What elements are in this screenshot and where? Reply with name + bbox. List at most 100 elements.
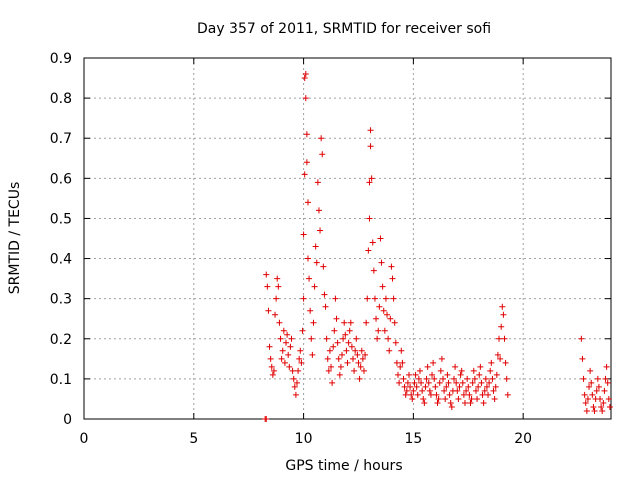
data-point [329, 379, 336, 386]
data-point [306, 275, 313, 282]
data-point [413, 383, 420, 390]
data-series-srmtid [262, 71, 613, 422]
data-point [263, 271, 270, 278]
data-point [456, 383, 463, 390]
data-point [469, 379, 476, 386]
data-point [303, 159, 310, 166]
data-point [604, 379, 611, 386]
data-point [267, 355, 274, 362]
data-point [581, 391, 588, 398]
data-point [503, 375, 510, 382]
data-point [504, 391, 511, 398]
data-point [588, 379, 595, 386]
data-point [448, 403, 455, 410]
data-point [272, 311, 279, 318]
data-point [480, 399, 487, 406]
data-point [605, 395, 612, 402]
data-point [357, 363, 364, 370]
data-point [359, 355, 366, 362]
data-point [457, 371, 464, 378]
data-point [331, 327, 338, 334]
y-tick-label: 0.1 [50, 372, 72, 388]
data-point [367, 143, 374, 150]
data-point [471, 375, 478, 382]
data-point [432, 383, 439, 390]
data-point [366, 179, 373, 186]
data-point [491, 395, 498, 402]
data-point [396, 379, 403, 386]
data-point [295, 367, 302, 374]
data-point [425, 379, 432, 386]
data-point [309, 351, 316, 358]
data-point [335, 355, 342, 362]
data-point [405, 371, 412, 378]
data-point [300, 231, 307, 238]
data-point [411, 379, 418, 386]
data-point [339, 351, 346, 358]
data-point [586, 383, 593, 390]
data-point [324, 355, 331, 362]
data-point [590, 403, 597, 410]
y-tick-label: 0.9 [50, 51, 72, 67]
data-point [475, 383, 482, 390]
data-point [368, 175, 375, 182]
data-point [320, 263, 327, 270]
data-point [476, 371, 483, 378]
data-point [360, 367, 367, 374]
data-point [333, 315, 340, 322]
data-point [287, 343, 294, 350]
data-point [580, 375, 587, 382]
data-point [485, 391, 492, 398]
data-point [311, 283, 318, 290]
data-point [474, 395, 481, 402]
data-point [482, 375, 489, 382]
data-point [367, 127, 374, 134]
data-point [345, 339, 352, 346]
data-point [434, 399, 441, 406]
data-point [388, 263, 395, 270]
data-point [470, 367, 477, 374]
data-point [379, 283, 386, 290]
data-point [310, 319, 317, 326]
data-point [376, 303, 383, 310]
data-point [354, 351, 361, 358]
data-point [400, 375, 407, 382]
data-point [371, 295, 378, 302]
data-point [454, 387, 461, 394]
data-point [337, 363, 344, 370]
data-point [373, 315, 380, 322]
data-point [288, 335, 295, 342]
data-point [386, 347, 393, 354]
x-tick-label: 0 [80, 431, 89, 447]
data-point [424, 363, 431, 370]
data-point [407, 383, 414, 390]
data-point [431, 375, 438, 382]
data-point [358, 347, 365, 354]
data-point [408, 391, 415, 398]
data-point [481, 387, 488, 394]
data-point [602, 375, 609, 382]
data-point [437, 367, 444, 374]
data-point [597, 395, 604, 402]
data-point [349, 355, 356, 362]
data-point [415, 375, 422, 382]
data-point [317, 227, 324, 234]
data-point [384, 311, 391, 318]
data-point [422, 383, 429, 390]
data-point [472, 387, 479, 394]
data-point [321, 291, 328, 298]
y-tick-label: 0.4 [50, 252, 72, 268]
data-point [382, 295, 389, 302]
x-axis: 0 5 10 15 20 [80, 58, 532, 447]
data-point [340, 335, 347, 342]
data-point [493, 371, 500, 378]
data-point [501, 335, 508, 342]
data-point [268, 363, 275, 370]
data-point [278, 355, 285, 362]
data-point [378, 259, 385, 266]
data-point [273, 295, 280, 302]
data-point [429, 371, 436, 378]
data-point [502, 359, 509, 366]
data-point [395, 371, 402, 378]
